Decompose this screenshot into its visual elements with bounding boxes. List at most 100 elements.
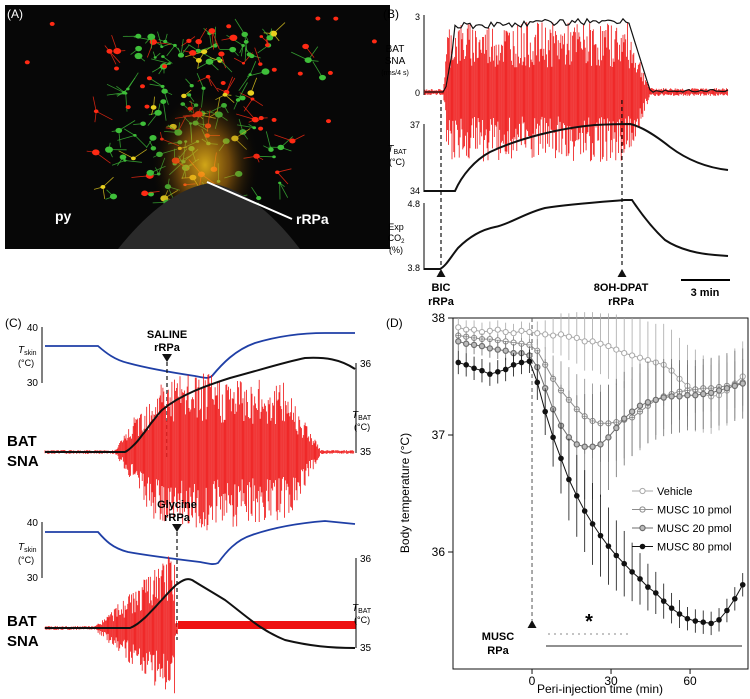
c-bottom-tbat-unit: (°C) [354,615,370,625]
c-top-tbat-unit: (°C) [354,422,370,432]
neuron-cell [271,117,277,122]
d-data-point [605,342,612,350]
d-legend-marker [639,524,646,532]
c-top-tbat-tick-36: 36 [360,359,372,370]
d-data-point [692,392,699,399]
d-data-point [621,350,628,357]
d-data-point [566,476,572,483]
b-bat-sna-label-3: (rms/4 s) [381,70,409,77]
d-data-point [668,393,675,400]
neuron-process [226,77,236,93]
neuron-process [158,39,176,46]
neuron-process [146,41,154,58]
d-data-point [518,327,525,334]
d-data-point [613,424,620,432]
neuron-process [157,103,161,113]
d-data-point [605,434,612,441]
d-data-point [549,332,557,339]
neuron-process [106,83,125,94]
neuron-process [180,44,190,56]
neuron-process [108,149,113,158]
neuron-process [152,51,156,58]
neuron-process [151,107,154,116]
neuron-process [93,186,104,190]
neuron-process [183,89,192,97]
d-data-point [684,392,691,399]
d-data-point [478,342,486,350]
d-xtick-label: 30 [604,674,618,688]
d-data-point [700,619,707,625]
d-ytick-label: 37 [432,428,446,442]
neuron-process [233,57,244,64]
b-co2-label-3: (%) [389,245,403,255]
neuron-process [207,76,212,87]
neuron-process [277,168,292,173]
c-top-marker-line1: SALINE [147,329,187,341]
neuron-cell [266,35,274,41]
neuron-process [257,155,275,158]
neuron-process [292,134,305,142]
d-data-point [526,358,533,365]
neuron-process [221,53,226,69]
d-series [455,349,746,636]
c-top-tskin-label: Tskin [18,345,37,357]
neuron-process [111,130,119,132]
d-data-point [487,371,493,377]
neuron-process [158,66,164,75]
c-bottom-tbat-tick-36: 36 [360,554,372,565]
d-legend-marker [639,487,646,495]
d-data-point [739,380,746,387]
d-data-point [613,346,620,353]
d-legend: Vehicle MUSC 10 pmol MUSC 20 pmol MUSC 80 p… [632,486,732,554]
b-scale-bar-label: 3 min [691,287,720,299]
c-bottom-marker-line1: Glycine [157,499,197,511]
b-tbat-tick-bottom: 34 [410,186,420,196]
d-data-point [558,455,564,462]
d-data-point [652,396,660,404]
panel-d-label: (D) [386,316,403,330]
neuron-cell [144,104,150,109]
panel-d: (D) 38 37 36 0 30 60 Vehicle MUSC 10 pmol MUSC … [386,311,749,696]
c-top-sna-label: SNA [7,453,39,470]
d-data-point [692,618,699,624]
neuron-process [261,36,269,44]
c-top-tbat-trace [45,356,356,453]
d-data-point [723,385,731,392]
neuron-process [198,27,207,42]
neuron-process [192,56,200,61]
d-data-point [707,389,715,397]
neuron-process [196,73,204,89]
neuron-process [117,156,124,166]
b-tbat-label: TBAT [387,144,407,156]
neuron-process [197,41,200,48]
d-marker-line2: RPa [487,645,509,657]
neuron-process [153,41,171,45]
neuron-process [146,137,154,148]
neuron-process [94,111,97,123]
c-top-marker-line2: rRPa [154,342,181,354]
d-data-point [653,590,659,596]
c-top-bat-sna-burst [44,373,355,531]
d-data-point [597,532,604,539]
neuron-process [240,45,244,57]
py-annotation: py [55,208,72,224]
neuron-process [256,117,262,123]
neuron-process [154,52,161,58]
neuron-process [117,135,136,141]
neuron-process [111,34,118,52]
neuron-process [149,83,163,87]
neuron-process [145,36,152,44]
c-bottom-sna-label: SNA [7,633,39,650]
c-bottom-marker-arrow-icon [172,524,182,532]
neuron-process [308,59,319,62]
d-data-point [684,615,691,622]
neuron-process [106,92,125,96]
d-data-point [636,402,644,409]
d-data-point [708,620,714,627]
d-data-point [573,334,580,341]
b-dpat-marker-line2: rRPa [608,296,635,308]
d-data-point [636,354,644,361]
neuron-process [280,136,293,148]
b-tbat-unit: (°C) [389,157,405,167]
